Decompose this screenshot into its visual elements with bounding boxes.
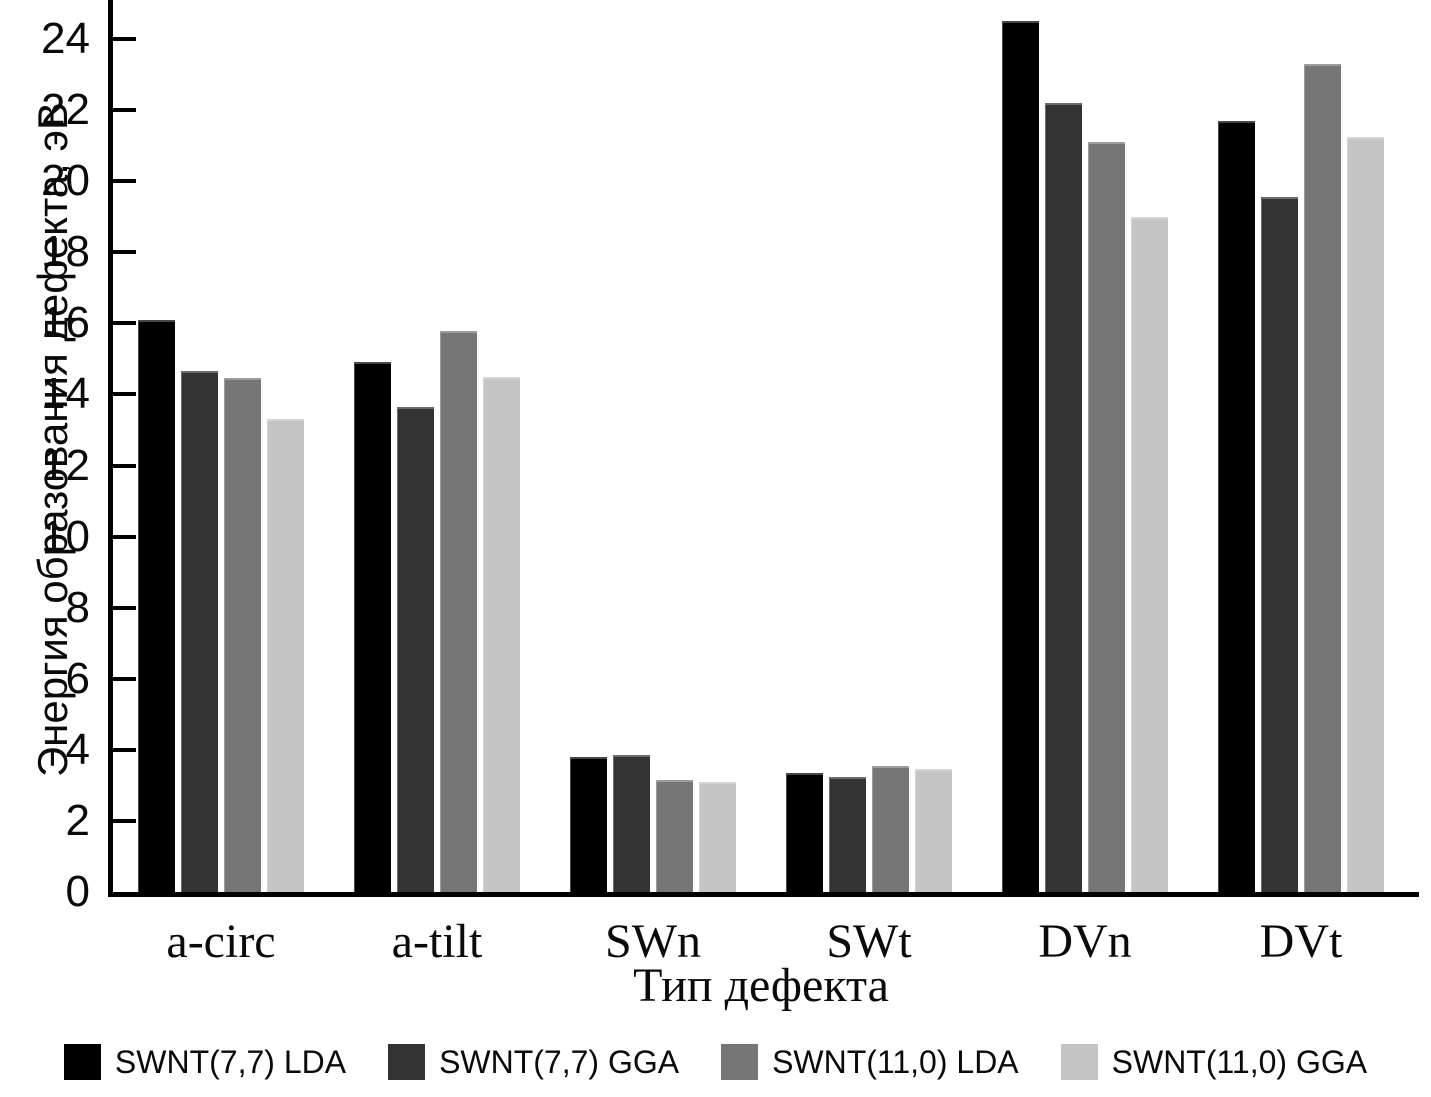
bar-DVt-series-3 bbox=[1304, 64, 1341, 892]
category-label-a-circ: a-circ bbox=[166, 915, 276, 968]
legend-swatch-icon bbox=[1060, 1044, 1098, 1080]
legend-item-4: SWNT(11,0) GGA bbox=[1060, 1043, 1368, 1081]
bar-a-tilt-series-3 bbox=[440, 331, 477, 892]
y-tick-label-4: 4 bbox=[65, 724, 90, 774]
legend-swatch-icon bbox=[721, 1044, 759, 1080]
legend: SWNT(7,7) LDA SWNT(7,7) GGA SWNT(11,0) LDA… bbox=[0, 1032, 1431, 1092]
bar-SWt-series-3 bbox=[872, 766, 909, 892]
y-tick-label-0: 0 bbox=[65, 867, 90, 916]
y-tick-mark-18 bbox=[113, 250, 136, 255]
y-tick-label-6: 6 bbox=[65, 653, 90, 703]
bar-SWn-series-4 bbox=[699, 782, 736, 892]
legend-label-2: SWNT(7,7) GGA bbox=[439, 1043, 680, 1080]
bar-group-a-circ: a-circ bbox=[138, 320, 304, 968]
y-tick-mark-20 bbox=[113, 179, 136, 184]
bar-DVt-series-4 bbox=[1347, 137, 1384, 892]
y-tick-mark-12 bbox=[113, 463, 136, 468]
y-tick-mark-22 bbox=[113, 108, 136, 113]
y-tick-mark-24 bbox=[113, 37, 136, 42]
bar-SWt-series-1 bbox=[786, 773, 823, 892]
y-tick-mark-14 bbox=[113, 392, 136, 397]
bar-a-circ-series-4 bbox=[267, 419, 304, 892]
bar-groups: a-circ a-tilt SWn SWt DVn DVt bbox=[113, 0, 1419, 968]
category-label-DVt: DVt bbox=[1259, 915, 1343, 968]
y-tick-mark-6 bbox=[113, 676, 136, 681]
bar-DVn-series-4 bbox=[1131, 217, 1168, 892]
bar-SWn-series-1 bbox=[570, 757, 607, 892]
legend-item-3: SWNT(11,0) LDA bbox=[721, 1044, 1019, 1081]
bar-group-DVn: DVn bbox=[1002, 21, 1168, 968]
legend-item-2: SWNT(7,7) GGA bbox=[388, 1044, 679, 1081]
bar-a-tilt-series-2 bbox=[397, 407, 434, 892]
bar-group-DVt: DVt bbox=[1218, 64, 1384, 968]
legend-swatch-icon bbox=[63, 1044, 101, 1080]
plot-area: a-circ a-tilt SWn SWt DVn DVt bbox=[108, 0, 1419, 968]
y-tick-mark-2 bbox=[113, 818, 136, 823]
legend-swatch-icon bbox=[388, 1044, 426, 1080]
bar-SWn-series-3 bbox=[656, 780, 693, 892]
bar-SWn-series-2 bbox=[613, 755, 650, 892]
bar-a-tilt-series-1 bbox=[354, 362, 391, 892]
bar-group-SWn: SWn bbox=[570, 755, 736, 968]
y-tick-label-2: 2 bbox=[65, 795, 90, 845]
y-tick-label-20: 20 bbox=[41, 156, 90, 206]
y-tick-mark-10 bbox=[113, 534, 136, 539]
category-label-DVn: DVn bbox=[1038, 915, 1132, 968]
bar-a-tilt-series-4 bbox=[483, 377, 520, 892]
bar-DVn-series-3 bbox=[1088, 142, 1125, 892]
legend-item-1: SWNT(7,7) LDA bbox=[63, 1043, 347, 1081]
bar-DVt-series-1 bbox=[1218, 121, 1255, 892]
y-tick-mark-8 bbox=[113, 605, 136, 610]
legend-label-3: SWNT(11,0) LDA bbox=[772, 1043, 1019, 1080]
y-tick-label-16: 16 bbox=[41, 298, 90, 348]
y-tick-label-10: 10 bbox=[41, 511, 90, 561]
bar-group-a-tilt: a-tilt bbox=[354, 331, 520, 968]
legend-label-4: SWNT(11,0) GGA bbox=[1111, 1043, 1368, 1080]
bar-DVt-series-2 bbox=[1261, 197, 1298, 892]
y-tick-label-12: 12 bbox=[41, 440, 90, 490]
bar-a-circ-series-3 bbox=[224, 378, 261, 892]
y-tick-label-22: 22 bbox=[41, 85, 90, 135]
y-tick-label-24: 24 bbox=[41, 14, 90, 64]
legend-label-1: SWNT(7,7) LDA bbox=[114, 1043, 347, 1080]
bar-DVn-series-1 bbox=[1002, 21, 1039, 892]
x-axis-title: Тип дефекта bbox=[633, 959, 889, 1012]
y-tick-label-8: 8 bbox=[65, 582, 90, 632]
bar-SWt-series-4 bbox=[915, 769, 952, 892]
y-tick-label-14: 14 bbox=[41, 369, 90, 419]
y-tick-label-18: 18 bbox=[41, 227, 90, 277]
bar-DVn-series-2 bbox=[1045, 103, 1082, 892]
y-tick-labels: 0 2 4 6 8 10 12 14 16 18 20 22 24 bbox=[0, 0, 96, 916]
bar-a-circ-series-2 bbox=[181, 371, 218, 892]
bar-SWt-series-2 bbox=[829, 777, 866, 892]
category-label-SWt: SWt bbox=[826, 915, 912, 968]
y-tick-mark-4 bbox=[113, 747, 136, 752]
category-label-SWn: SWn bbox=[605, 915, 701, 968]
y-tick-mark-16 bbox=[113, 321, 136, 326]
bar-a-circ-series-1 bbox=[138, 320, 175, 892]
category-label-a-tilt: a-tilt bbox=[391, 915, 483, 968]
bar-group-SWt: SWt bbox=[786, 766, 952, 968]
